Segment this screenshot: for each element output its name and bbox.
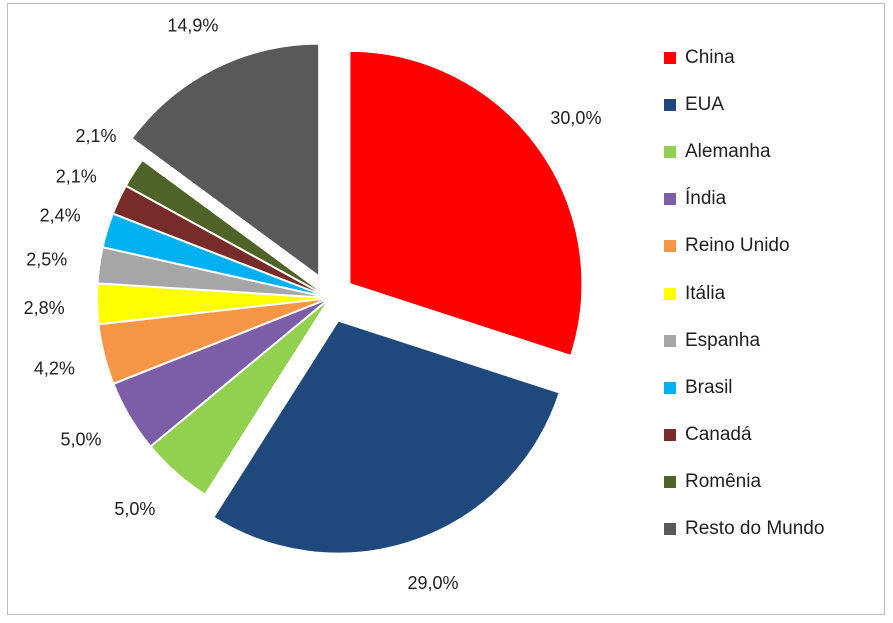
slice-label-índia: 5,0% xyxy=(60,429,101,449)
legend-label: Reino Unido xyxy=(685,235,790,257)
legend-item: Canadá xyxy=(664,412,824,459)
legend-item: Espanha xyxy=(664,317,824,364)
legend-item: Itália xyxy=(664,270,824,317)
legend-swatch xyxy=(664,98,676,111)
pie-slice-china xyxy=(348,49,584,358)
slice-label-canadá: 2,1% xyxy=(56,166,97,186)
slice-label-itália: 2,8% xyxy=(24,298,65,318)
legend-swatch xyxy=(664,334,676,347)
legend-swatch xyxy=(664,523,676,536)
legend-swatch xyxy=(664,429,676,442)
slice-label-resto-do-mundo: 14,9% xyxy=(167,15,218,35)
slice-label-reino-unido: 4,2% xyxy=(34,359,75,379)
legend-item: Romênia xyxy=(664,459,824,506)
legend-item: China xyxy=(664,34,824,81)
slice-label-espanha: 2,5% xyxy=(26,249,67,269)
slice-label-alemanha: 5,0% xyxy=(114,499,155,519)
legend: China EUA Alemanha Índia Reino Unido Itália Es… xyxy=(664,34,824,553)
legend-label: Índia xyxy=(685,188,727,210)
slice-label-eua: 29,0% xyxy=(407,573,458,593)
legend-swatch xyxy=(664,193,676,206)
legend-item: Reino Unido xyxy=(664,223,824,270)
legend-item: Resto do Mundo xyxy=(664,506,824,553)
slice-label-china: 30,0% xyxy=(550,108,601,128)
pie-labels: 30,0% 29,0% 5,0% 5,0% 4,2% 2,8% 2,5% 2,4% 2,1% 2,… xyxy=(24,15,602,592)
pie-slices xyxy=(96,42,584,555)
legend-label: Itália xyxy=(685,282,726,304)
pie-slice-romênia xyxy=(124,158,331,299)
legend-swatch xyxy=(664,287,676,300)
legend-swatch xyxy=(664,240,676,253)
legend-swatch xyxy=(664,476,676,489)
legend-label: EUA xyxy=(685,93,725,115)
legend-item: Brasil xyxy=(664,364,824,411)
legend-label: China xyxy=(685,46,735,68)
legend-swatch xyxy=(664,145,676,158)
legend-label: Resto do Mundo xyxy=(685,518,825,540)
legend-label: Alemanha xyxy=(685,140,771,162)
legend-label: Canadá xyxy=(685,424,752,446)
legend-label: Espanha xyxy=(685,329,761,351)
legend-item: Índia xyxy=(664,176,824,223)
pie-slice-eua xyxy=(211,319,561,555)
legend-item: EUA xyxy=(664,81,824,128)
legend-item: Alemanha xyxy=(664,128,824,175)
legend-label: Brasil xyxy=(685,376,733,398)
pie-slice-resto-do-mundo xyxy=(130,42,321,279)
slice-label-brasil: 2,4% xyxy=(40,205,81,225)
legend-swatch xyxy=(664,381,676,394)
legend-label: Romênia xyxy=(685,471,762,493)
chart-frame xyxy=(7,3,885,615)
legend-swatch xyxy=(664,51,676,64)
slice-label-romênia: 2,1% xyxy=(76,126,117,146)
